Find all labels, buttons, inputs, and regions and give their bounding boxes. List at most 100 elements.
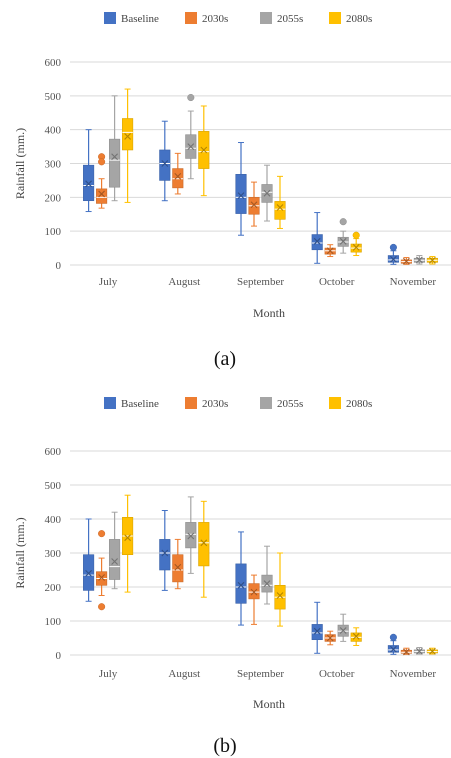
box-body (185, 522, 197, 549)
outlier-point (389, 243, 397, 251)
legend-swatch (104, 12, 116, 24)
box-body (311, 624, 323, 641)
outlier-point (98, 603, 106, 611)
y-tick-label: 600 (45, 446, 62, 458)
legend-label: Baseline (121, 13, 159, 25)
box-body (122, 118, 134, 151)
mean-marker (390, 645, 397, 653)
box-body (172, 168, 184, 189)
mean-marker (339, 237, 347, 245)
outlier-point (352, 231, 360, 239)
mean-marker (276, 204, 284, 211)
box (172, 152, 184, 195)
box (426, 647, 438, 655)
gridlines (70, 450, 451, 656)
box (198, 105, 210, 197)
box (350, 231, 362, 257)
legend-label: Baseline (121, 398, 159, 410)
box (109, 95, 121, 202)
mean-marker (85, 180, 92, 188)
mean-marker (111, 558, 118, 565)
box (426, 256, 438, 265)
mean-marker (263, 189, 271, 197)
outlier-point (339, 218, 347, 226)
legend: Baseline 2030s 2055s 2080s (104, 397, 372, 410)
box (337, 613, 349, 642)
box (311, 601, 323, 654)
legend-item: 2055s (260, 12, 303, 25)
y-tick-label: 500 (45, 91, 62, 103)
legend-swatch (104, 397, 116, 409)
mean-marker (326, 634, 334, 642)
chart-a: Baseline 2030s 2055s 2080s 0 100 200 300 400 500 6… (13, 12, 451, 370)
legend-swatch (260, 397, 272, 409)
box (413, 255, 425, 265)
mean-marker (98, 190, 105, 198)
box (122, 494, 134, 593)
box (198, 500, 210, 598)
box (83, 129, 95, 213)
box (185, 496, 197, 574)
x-axis-title: Month (253, 697, 285, 711)
mean-marker (200, 539, 208, 547)
box (337, 218, 349, 254)
legend-label: 2055s (277, 398, 303, 410)
x-tick-label: October (319, 276, 355, 288)
box-body (83, 554, 95, 591)
legend-item: 2030s (185, 12, 228, 25)
x-axis-title: Month (253, 306, 285, 320)
figure-caption: (a) (214, 348, 236, 370)
y-tick-label: 200 (45, 582, 62, 594)
box-body (159, 539, 171, 571)
legend-item: 2055s (260, 397, 303, 410)
box-body (248, 583, 260, 600)
y-tick-label: 400 (45, 514, 62, 526)
y-tick-label: 400 (45, 125, 62, 137)
y-tick-label: 500 (45, 480, 62, 492)
mean-marker (174, 563, 182, 571)
mean-marker (403, 257, 410, 265)
mean-marker (124, 534, 131, 542)
outlier-point (187, 93, 195, 102)
x-tick-label: August (168, 668, 200, 680)
y-tick-label: 300 (45, 548, 62, 560)
y-tick-labels: 0 100 200 300 400 500 600 (45, 446, 62, 662)
legend-item: Baseline (104, 12, 159, 25)
x-tick-labels: July August September October November (99, 668, 437, 680)
box (159, 120, 171, 202)
x-tick-label: November (390, 276, 437, 288)
box (324, 244, 336, 258)
legend-item: Baseline (104, 397, 159, 410)
box (387, 243, 399, 265)
x-tick-label: August (168, 276, 200, 288)
legend-label: 2030s (202, 13, 228, 25)
box-body (159, 149, 171, 181)
box (122, 88, 134, 203)
mean-marker (98, 574, 105, 581)
mean-marker (237, 192, 245, 200)
box (350, 627, 362, 646)
x-tick-label: September (237, 668, 284, 680)
legend-swatch (185, 12, 197, 24)
legend-swatch (260, 12, 272, 24)
mean-marker (326, 247, 334, 255)
box (400, 647, 412, 656)
mean-marker (263, 580, 271, 587)
legend-label: 2080s (346, 13, 372, 25)
legend-label: 2055s (277, 13, 303, 25)
x-tick-label: July (99, 668, 118, 680)
mean-marker (416, 647, 423, 655)
box (387, 633, 399, 655)
mean-marker (352, 632, 360, 640)
x-tick-labels: July August September October November (99, 276, 437, 288)
box (235, 142, 247, 236)
box (261, 545, 273, 605)
legend-item: 2030s (185, 397, 228, 410)
legend-swatch (185, 397, 197, 409)
mean-marker (174, 172, 182, 180)
mean-marker (416, 256, 423, 264)
box (274, 175, 286, 229)
box-body (235, 174, 247, 214)
mean-marker (429, 256, 436, 264)
